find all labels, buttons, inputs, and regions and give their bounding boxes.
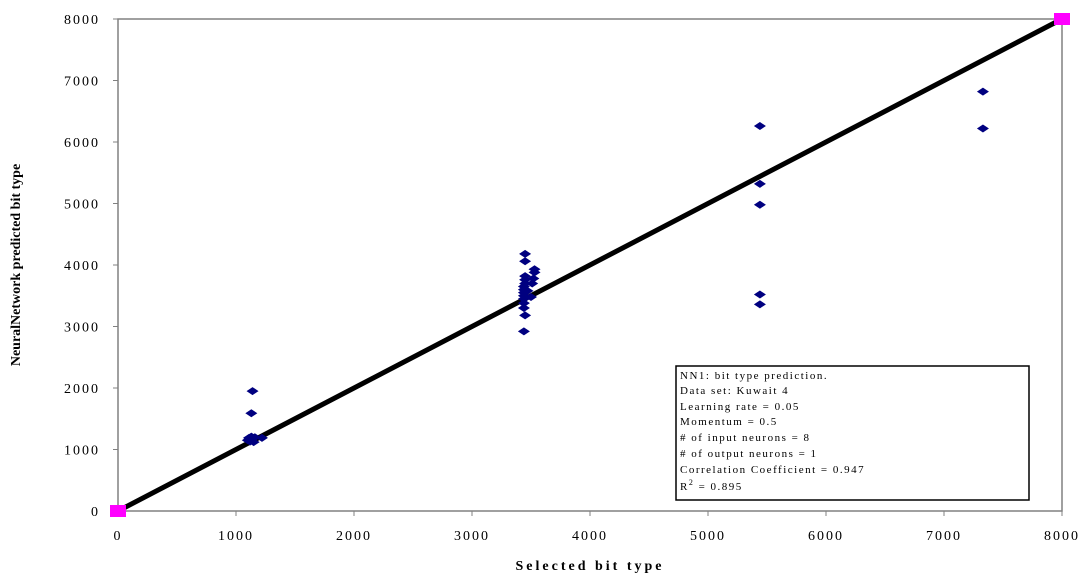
x-tick-label: 3000 <box>454 529 490 544</box>
y-tick-label: 8000 <box>64 13 100 28</box>
x-tick-label: 6000 <box>808 529 844 544</box>
data-point-square <box>110 505 126 517</box>
y-tick-label: 2000 <box>64 382 100 397</box>
data-points <box>110 13 1070 517</box>
data-point-diamond <box>245 409 258 418</box>
x-axis-title: Selected bit type <box>516 559 665 574</box>
data-point-diamond <box>976 87 989 96</box>
y-tick-label: 6000 <box>64 136 100 151</box>
info-line-3: Learning rate = 0.05 <box>680 401 800 413</box>
x-tick-label: 7000 <box>926 529 962 544</box>
info-line-7: Correlation Coefficient = 0.947 <box>680 464 865 476</box>
info-box: NN1: bit type prediction. Data set: Kuwa… <box>675 365 1030 501</box>
data-point-diamond <box>753 179 766 188</box>
data-point-diamond <box>255 433 268 442</box>
data-point-diamond <box>526 279 539 288</box>
data-point-diamond <box>527 274 540 283</box>
y-tick-label: 3000 <box>64 321 100 336</box>
data-point-diamond <box>753 200 766 209</box>
y-tick-label: 5000 <box>64 198 100 213</box>
x-tick-label: 1000 <box>218 529 254 544</box>
info-line-2: Data set: Kuwait 4 <box>680 385 789 397</box>
info-line-6: # of output neurons = 1 <box>680 448 818 460</box>
data-point-diamond <box>976 124 989 133</box>
data-point-diamond <box>517 304 530 313</box>
data-point-diamond <box>519 311 532 320</box>
data-point-diamond <box>525 292 537 301</box>
y-tick-label: 1000 <box>64 444 100 459</box>
x-tick-label: 0 <box>114 529 123 544</box>
r2-superscript: 2 <box>689 478 695 487</box>
data-point-diamond <box>753 300 766 309</box>
r2-value: = 0.895 <box>694 481 742 493</box>
data-point-diamond <box>521 286 534 295</box>
x-tick-label: 2000 <box>336 529 372 544</box>
x-tick-label: 5000 <box>690 529 726 544</box>
info-line-4: Momentum = 0.5 <box>680 416 778 428</box>
y-tick-label: 4000 <box>64 259 100 274</box>
x-tick-label: 8000 <box>1044 529 1080 544</box>
r2-label: R <box>680 481 689 493</box>
data-point-diamond <box>246 387 259 396</box>
y-axis-ticks: 0 1000 2000 3000 4000 5000 6000 7000 8000 <box>64 13 118 520</box>
data-point-diamond <box>517 327 530 336</box>
data-point-diamond <box>519 257 532 266</box>
data-point-square <box>1054 13 1070 25</box>
info-box-border <box>675 365 1030 501</box>
data-point-diamond <box>247 438 260 447</box>
y-tick-label: 0 <box>91 505 100 520</box>
x-axis-ticks: 0 1000 2000 3000 4000 5000 6000 7000 8000 <box>114 511 1080 544</box>
reference-line <box>115 16 1065 514</box>
data-point-diamond <box>517 299 530 308</box>
info-line-r2: R2 = 0.895 <box>680 478 743 493</box>
data-point-diamond <box>753 290 766 299</box>
y-tick-label: 7000 <box>64 75 100 90</box>
info-line-1: NN1: bit type prediction. <box>680 370 828 382</box>
data-point-diamond <box>528 265 541 274</box>
info-line-5: # of input neurons = 8 <box>680 432 811 444</box>
x-tick-label: 4000 <box>572 529 608 544</box>
data-point-diamond <box>248 433 261 442</box>
y-axis-title: NeuralNetwork predicted bit type <box>9 164 24 366</box>
data-point-diamond <box>519 249 532 258</box>
data-point-diamond <box>753 122 766 131</box>
